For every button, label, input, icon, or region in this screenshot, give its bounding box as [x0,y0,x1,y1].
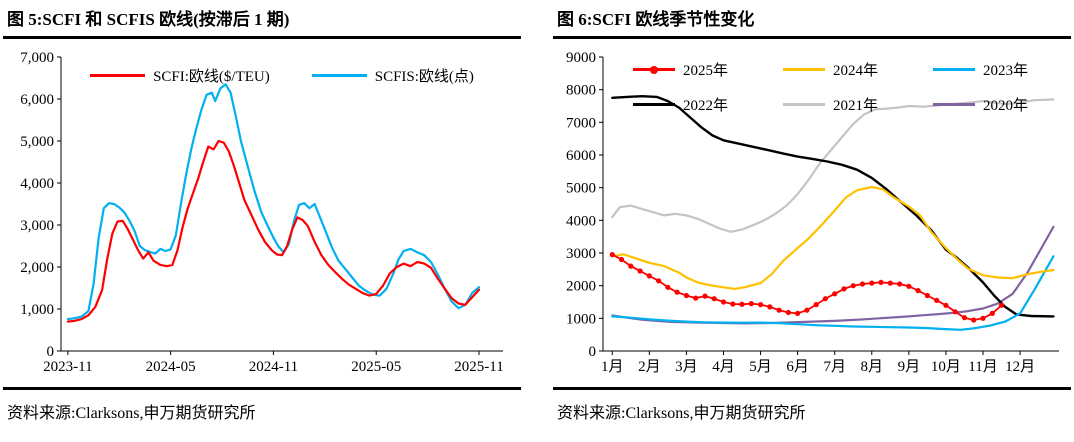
svg-text:7000: 7000 [566,115,596,131]
figure5-chart: 0 1,000 2,000 3,000 4,000 5,000 6,000 7,000 2023… [20,50,503,375]
scfis-line-swatch [311,74,367,77]
series-2025-dot [650,65,658,74]
svg-text:4000: 4000 [566,213,596,229]
scfi-line-swatch [90,74,146,77]
svg-text:1000: 1000 [566,311,596,327]
svg-text:6月: 6月 [786,359,809,375]
legend-item-2023: 2023年 [933,59,1074,80]
figure5-source-text: 资料来源:Clarksons,申万期货研究所 [7,405,256,422]
svg-text:3000: 3000 [566,246,596,262]
svg-text:2023-11: 2023-11 [43,359,92,375]
svg-text:8000: 8000 [566,83,596,99]
figure5-legend: SCFI:欧线($/TEU) SCFIS:欧线(点) [61,65,503,86]
svg-text:6000: 6000 [566,148,596,164]
series-2023-swatch [933,68,975,71]
figure5-title-rule [3,36,521,39]
svg-text:2,000: 2,000 [20,260,54,276]
figure6-legend: 2025年 2024年 2023年 2022年 2021年 [633,59,1074,115]
svg-text:8月: 8月 [861,359,884,375]
series-2022-label: 2022年 [683,98,729,114]
series-2025-label: 2025年 [683,63,729,79]
series-2022-swatch [633,103,675,106]
legend-item-2024: 2024年 [783,59,933,80]
figure6-source-text: 资料来源:Clarksons,申万期货研究所 [557,405,806,422]
svg-text:1,000: 1,000 [20,302,54,318]
series-2024-swatch [783,68,825,71]
figure6-chart: 0 1000 2000 3000 4000 5000 6000 7000 8000 9000 1月 2… [566,50,1059,375]
series-2020-label: 2020年 [983,98,1029,114]
figure5-source-bar: 资料来源:Clarksons,申万期货研究所 [3,387,521,423]
svg-text:3月: 3月 [675,359,698,375]
figure6-chart-area: 0 1000 2000 3000 4000 5000 6000 7000 8000 9000 1月 2… [553,39,1071,387]
svg-text:2024-05: 2024-05 [146,359,196,375]
svg-text:6,000: 6,000 [20,92,54,108]
figure6-title: 图 6:SCFI 欧线季节性变化 [557,10,755,29]
series-2023-label: 2023年 [983,63,1029,79]
series-2020-swatch [933,103,975,106]
svg-text:1月: 1月 [601,359,624,375]
svg-text:5000: 5000 [566,181,596,197]
series-2025-swatch [633,65,675,74]
svg-text:4,000: 4,000 [20,176,54,192]
svg-text:11月: 11月 [968,359,997,375]
svg-text:10月: 10月 [931,359,961,375]
svg-text:0: 0 [47,344,55,360]
svg-text:0: 0 [589,344,597,360]
svg-text:2000: 2000 [566,279,596,295]
legend-item-scfi: SCFI:欧线($/TEU) [90,65,270,86]
figure5-panel: 图 5:SCFI 和 SCFIS 欧线(按滞后 1 期) 0 1,000 2,000… [3,0,521,442]
svg-text:2025-11: 2025-11 [454,359,503,375]
scfi-legend-label: SCFI:欧线($/TEU) [153,69,270,85]
figure5-title: 图 5:SCFI 和 SCFIS 欧线(按滞后 1 期) [7,10,290,29]
series-2021-swatch [783,103,825,106]
figure6-source-bar: 资料来源:Clarksons,申万期货研究所 [553,387,1071,423]
figure5-chart-area: 0 1,000 2,000 3,000 4,000 5,000 6,000 7,000 2023… [3,39,521,387]
figure6-title-rule [553,36,1071,39]
svg-text:7,000: 7,000 [20,50,54,66]
svg-text:2月: 2月 [638,359,661,375]
legend-item-2021: 2021年 [783,94,933,115]
scfis-legend-label: SCFIS:欧线(点) [374,69,474,85]
series-2024-label: 2024年 [833,63,879,79]
legend-item-scfis: SCFIS:欧线(点) [311,65,474,86]
svg-text:5,000: 5,000 [20,134,54,150]
svg-text:4月: 4月 [712,359,735,375]
svg-text:7月: 7月 [823,359,846,375]
svg-text:2024-11: 2024-11 [249,359,298,375]
svg-text:9000: 9000 [566,50,596,66]
svg-text:2025-05: 2025-05 [351,359,401,375]
figure6-panel: 图 6:SCFI 欧线季节性变化 0 1000 2000 3000 4000 5000 60… [553,0,1071,442]
svg-text:9月: 9月 [898,359,921,375]
legend-item-2020: 2020年 [933,94,1074,115]
svg-text:5月: 5月 [749,359,772,375]
legend-item-2022: 2022年 [633,94,783,115]
series-2021-label: 2021年 [833,98,879,114]
svg-text:12月: 12月 [1005,359,1035,375]
legend-item-2025: 2025年 [633,59,783,80]
svg-text:3,000: 3,000 [20,218,54,234]
